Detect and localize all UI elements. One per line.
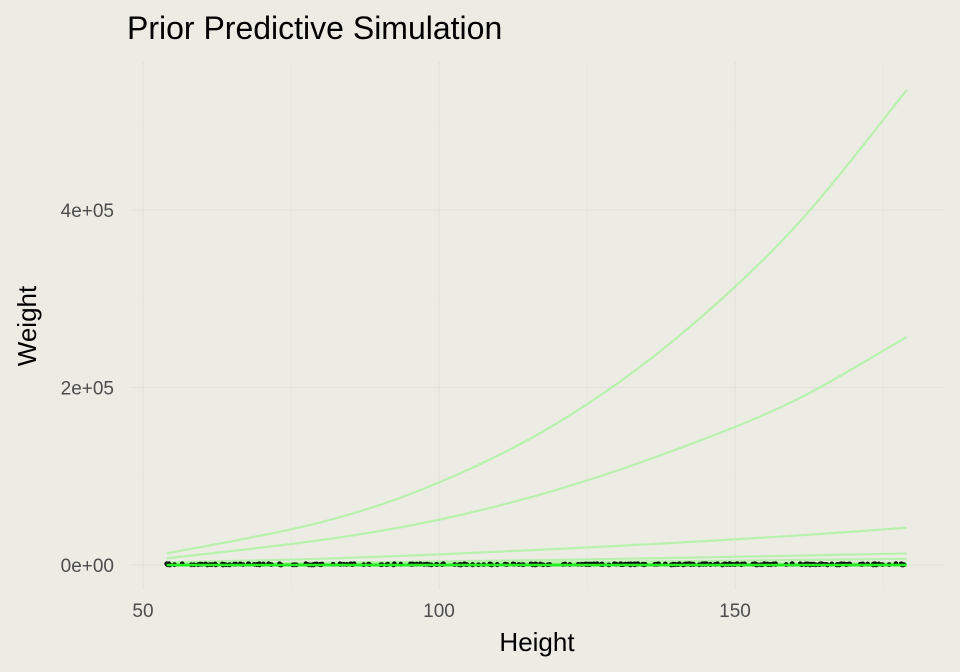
y-axis-title: Weight xyxy=(12,285,42,366)
series-lines xyxy=(166,89,908,567)
y-tick-label: 4e+05 xyxy=(61,201,114,222)
grid xyxy=(130,62,945,590)
y-tick-label: 0e+00 xyxy=(61,556,114,577)
tick-labels: 50 100 150 0e+00 2e+05 4e+05 xyxy=(61,201,751,622)
prior-line-2 xyxy=(166,335,908,560)
x-tick-label: 150 xyxy=(719,601,751,622)
data-points xyxy=(164,561,907,568)
chart-title: Prior Predictive Simulation xyxy=(127,10,502,46)
x-axis-title: Height xyxy=(499,627,575,657)
prior-line-1 xyxy=(166,89,908,555)
y-tick-label: 2e+05 xyxy=(61,379,114,400)
x-tick-label: 100 xyxy=(423,601,455,622)
prior-line-3 xyxy=(166,526,907,564)
x-tick-label: 50 xyxy=(132,601,153,622)
